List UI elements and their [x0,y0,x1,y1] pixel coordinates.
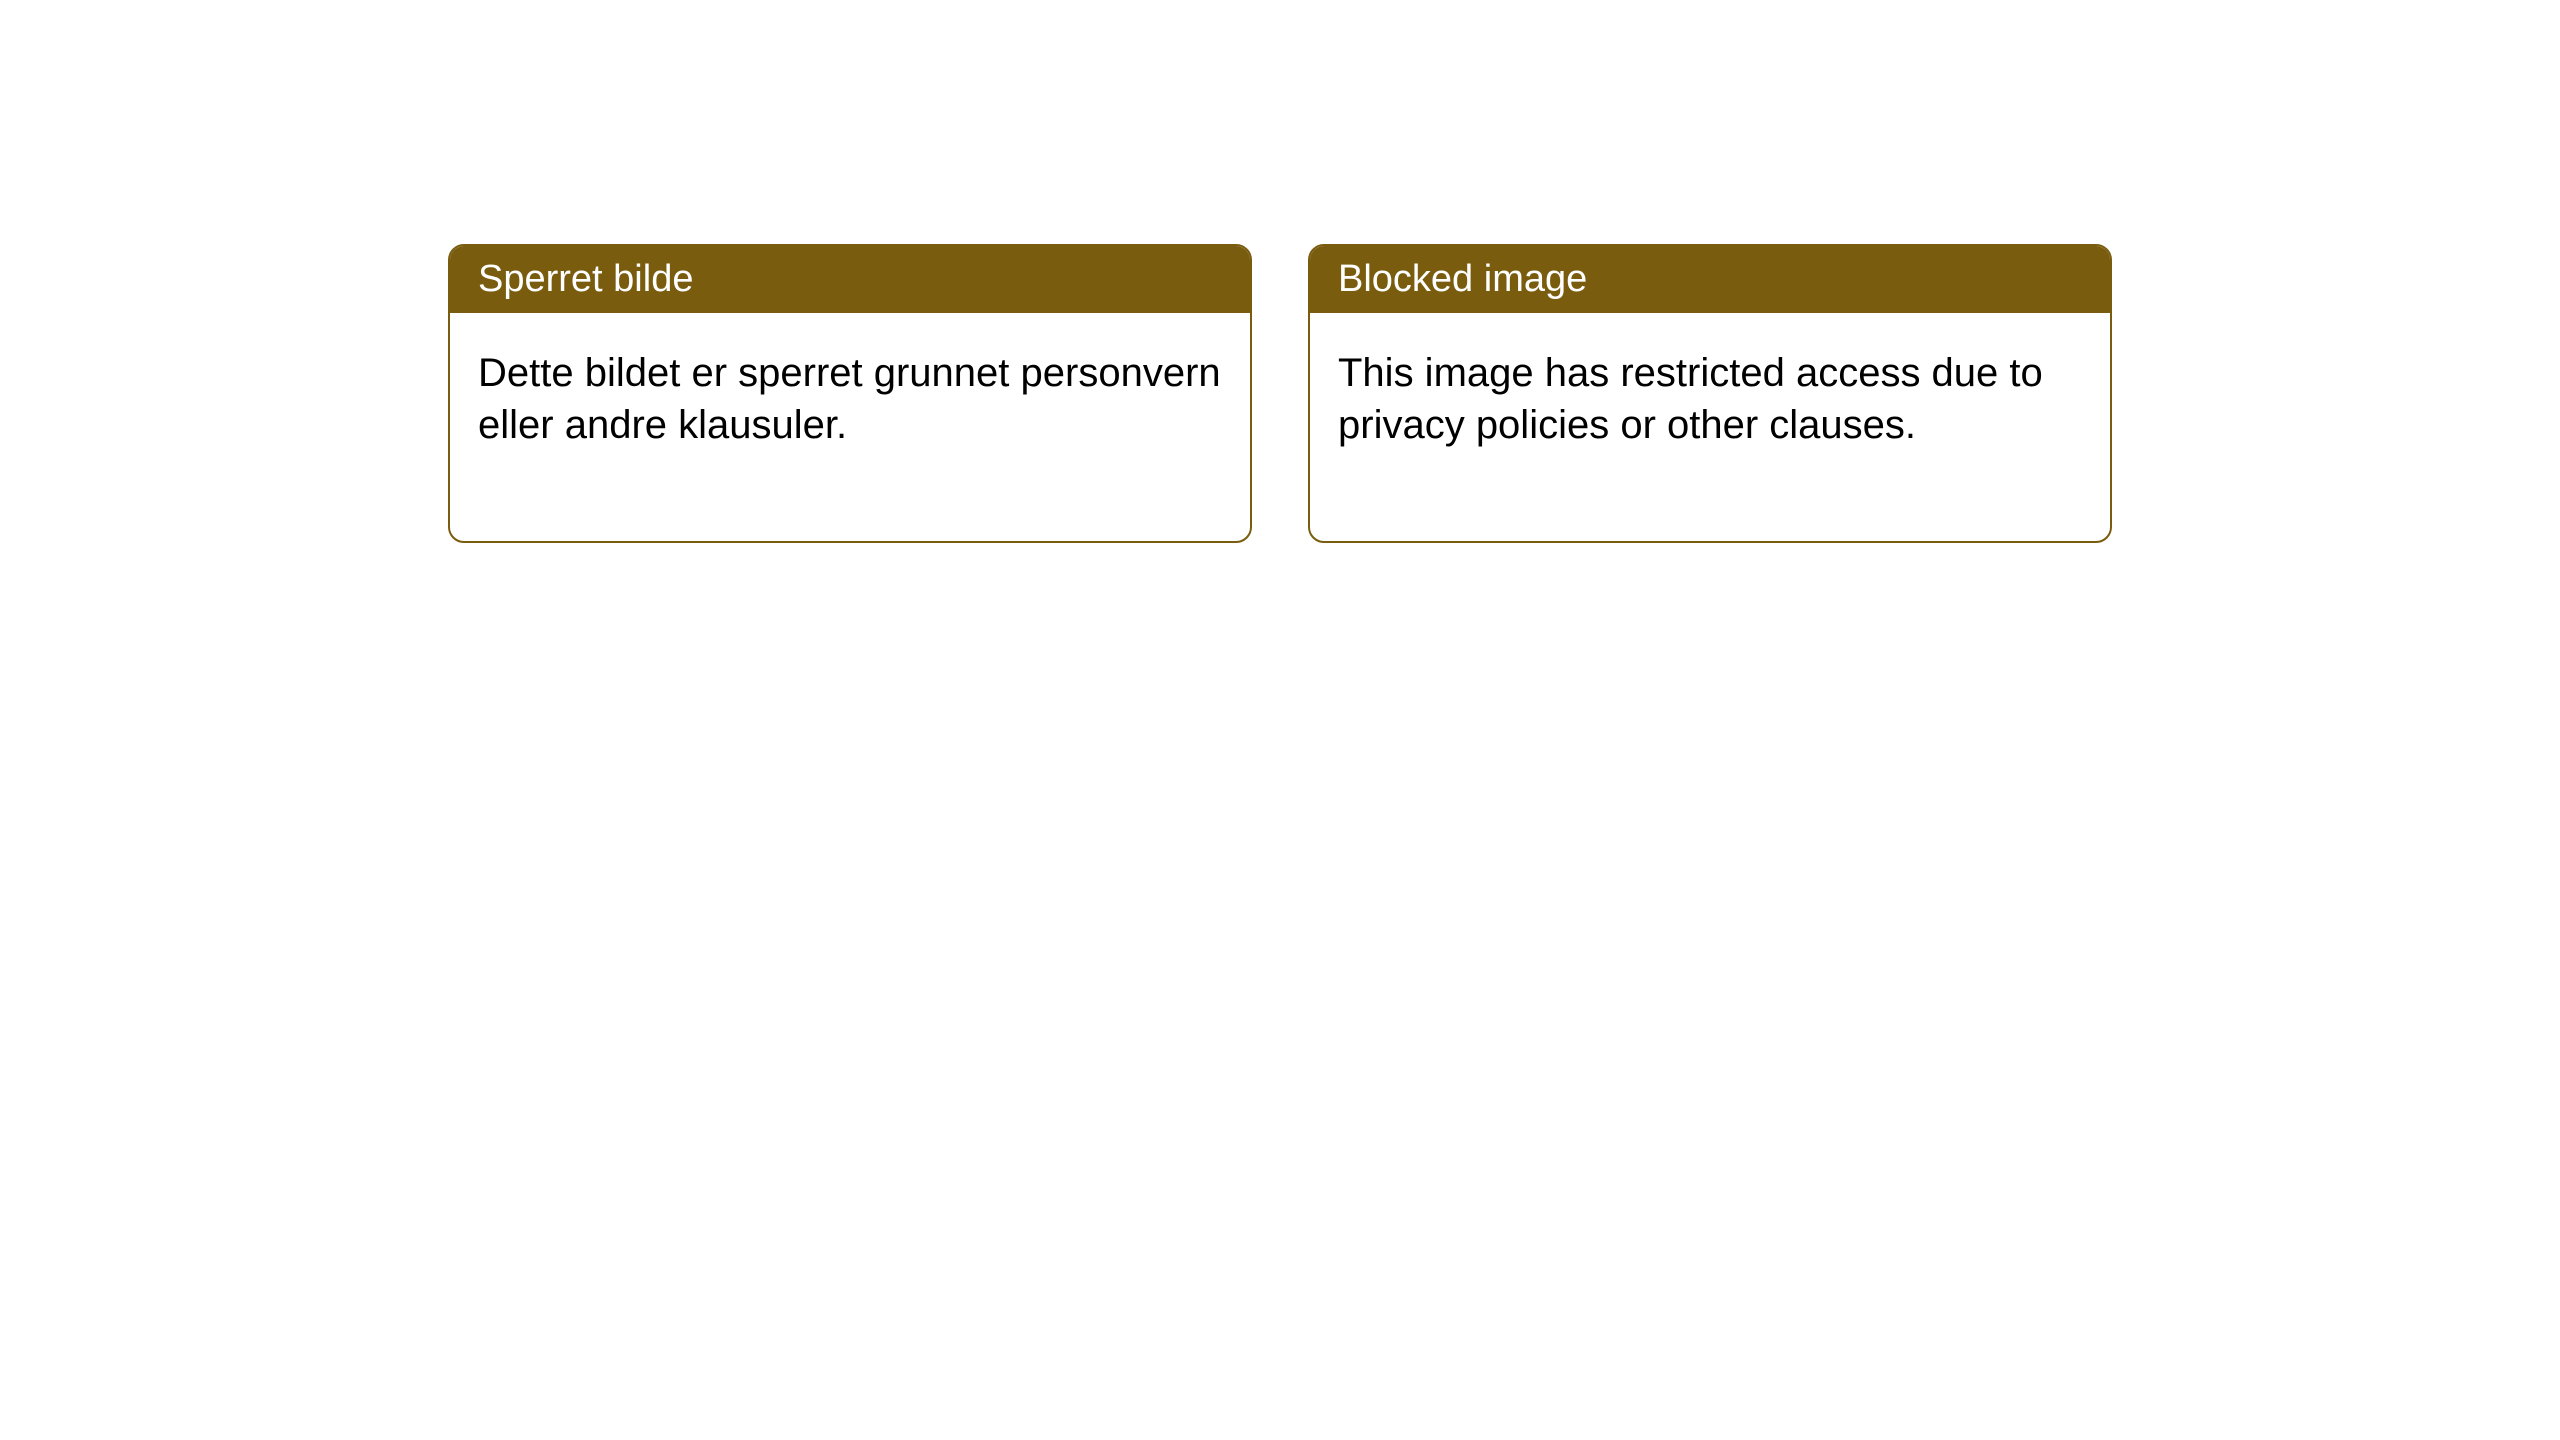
notice-body: This image has restricted access due to … [1310,313,2110,541]
notice-container: Sperret bilde Dette bildet er sperret gr… [448,244,2112,543]
notice-header: Blocked image [1310,246,2110,313]
notice-body: Dette bildet er sperret grunnet personve… [450,313,1250,541]
notice-text: This image has restricted access due to … [1338,351,2043,447]
notice-header: Sperret bilde [450,246,1250,313]
notice-title: Sperret bilde [478,258,693,300]
notice-card-norwegian: Sperret bilde Dette bildet er sperret gr… [448,244,1252,543]
notice-title: Blocked image [1338,258,1587,300]
notice-text: Dette bildet er sperret grunnet personve… [478,351,1221,447]
notice-card-english: Blocked image This image has restricted … [1308,244,2112,543]
